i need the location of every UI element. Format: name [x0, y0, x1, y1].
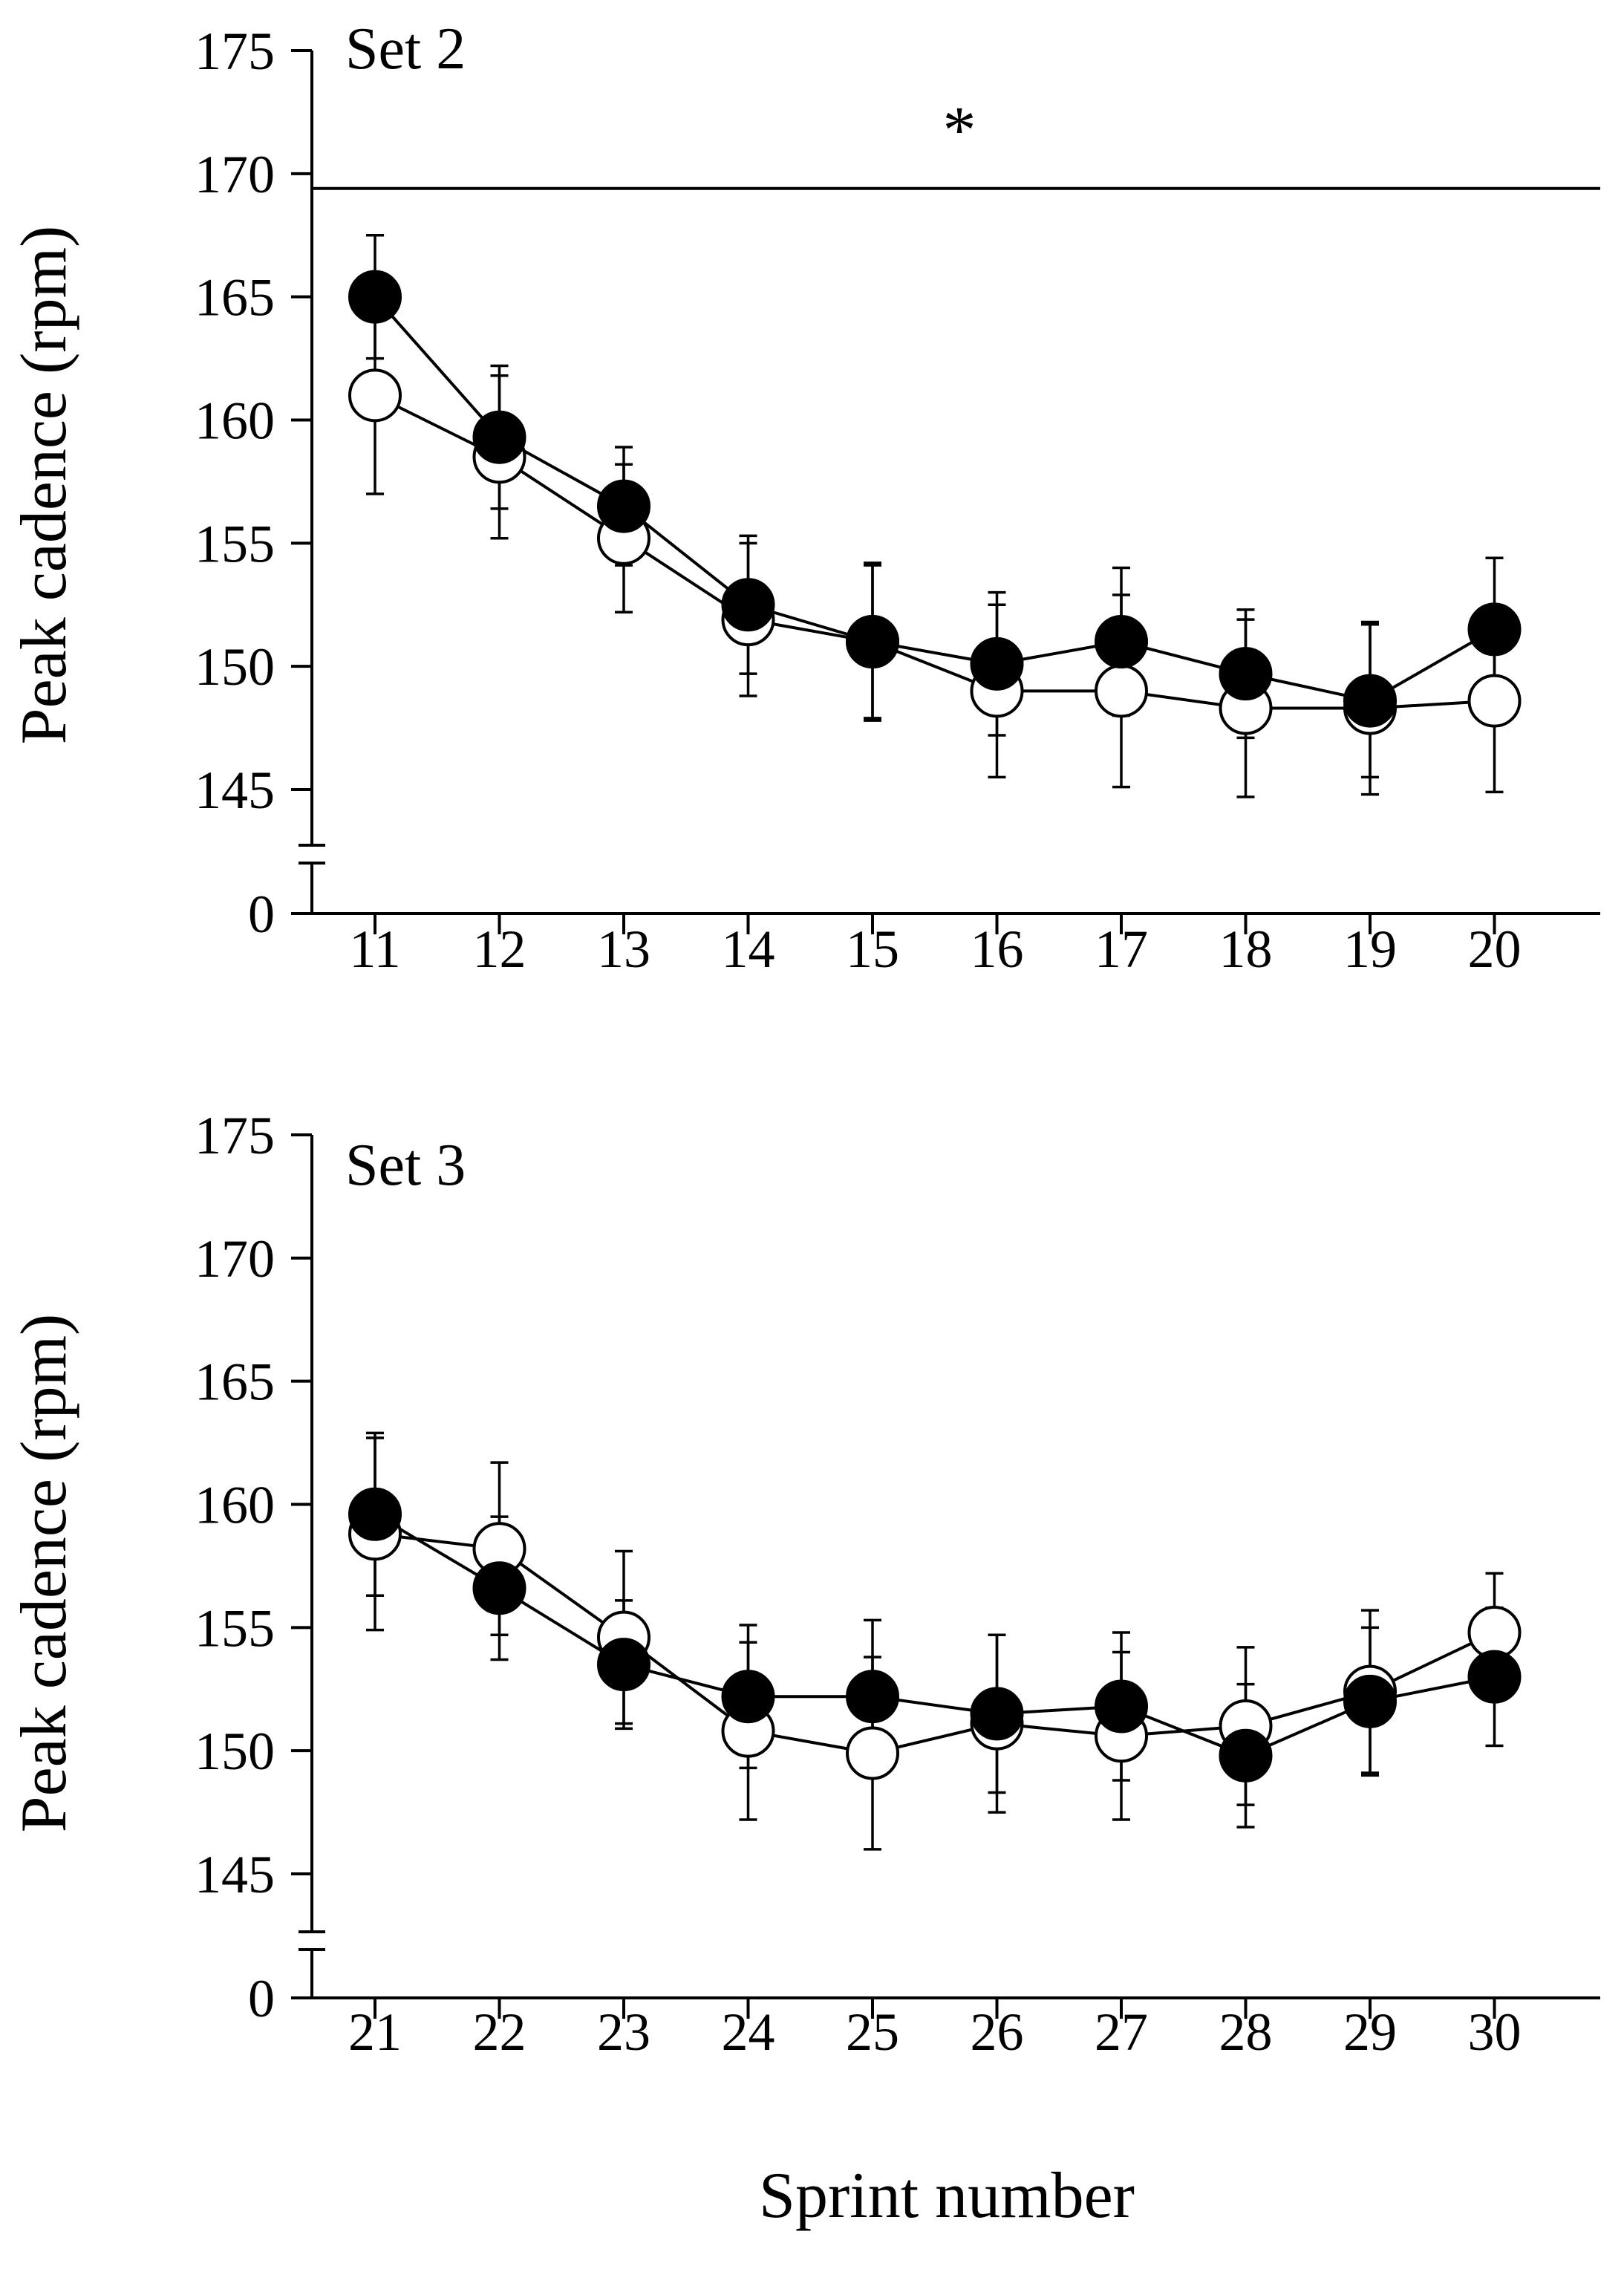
y-tick-label: 145	[195, 1845, 275, 1904]
data-point-filled-circle	[970, 1687, 1024, 1741]
x-tick-label: 19	[1343, 919, 1397, 979]
y-tick-label: 175	[195, 1106, 275, 1165]
x-tick-label: 18	[1219, 919, 1273, 979]
y-tick-label: 145	[195, 761, 275, 820]
data-point-open-circle	[1095, 664, 1148, 718]
x-axis-title: Sprint number	[759, 2160, 1135, 2232]
data-point-filled-circle	[970, 637, 1024, 691]
data-point-filled-circle	[846, 1670, 899, 1724]
data-point-filled-circle	[721, 578, 775, 632]
x-tick-label: 13	[597, 919, 650, 979]
y-tick-label: 170	[195, 145, 275, 204]
chart-panel-set-3: 0 145 150 155 160 165 170 175 21 22 23 24 25 26 27 28 29…	[195, 1106, 1600, 2062]
x-tick-label: 30	[1468, 2002, 1522, 2062]
y-tick-label: 155	[195, 1598, 275, 1658]
panel-label-set-2: Set 2	[345, 16, 466, 82]
y-tick-label: 0	[248, 1969, 275, 2028]
y-tick-label: 0	[248, 885, 275, 944]
data-point-filled-circle	[1219, 1728, 1273, 1783]
y-tick-label: 155	[195, 514, 275, 573]
panel-label-set-3: Set 3	[345, 1133, 466, 1198]
data-point-filled-circle	[1467, 1650, 1522, 1704]
data-point-open-circle	[348, 368, 402, 423]
x-tick-label: 26	[971, 2002, 1024, 2062]
data-point-open-circle	[846, 1726, 899, 1780]
data-point-filled-circle	[472, 1561, 526, 1615]
x-tick-label: 15	[846, 919, 899, 979]
y-tick-label: 175	[195, 22, 275, 81]
y-tick-label: 150	[195, 637, 275, 697]
data-point-filled-circle	[348, 270, 402, 324]
data-point-filled-circle	[348, 1487, 402, 1541]
y-axis-title-set-2: Peak cadence (rpm)	[8, 226, 80, 745]
y-tick-label: 160	[195, 391, 275, 451]
x-tick-label: 12	[473, 919, 526, 979]
data-point-filled-circle	[1343, 1674, 1397, 1728]
x-tick-label: 23	[597, 2002, 650, 2062]
x-tick-label: 17	[1095, 919, 1148, 979]
chart-panel-set-2: 0 145 150 155 160 165 170 175 11 12 13 14 15 16 17 18 19…	[195, 16, 1600, 979]
x-tick-label: 24	[722, 2002, 775, 2062]
x-tick-label: 29	[1343, 2002, 1397, 2062]
x-tick-label: 22	[473, 2002, 526, 2062]
y-tick-label: 160	[195, 1476, 275, 1535]
x-tick-label: 25	[846, 2002, 899, 2062]
x-tick-label: 20	[1468, 919, 1522, 979]
significance-asterisk: *	[943, 94, 976, 167]
data-point-filled-circle	[597, 479, 650, 533]
y-tick-label: 170	[195, 1229, 275, 1289]
data-point-filled-circle	[597, 1638, 650, 1692]
data-point-filled-circle	[1467, 602, 1522, 657]
x-tick-label: 21	[348, 2002, 402, 2062]
data-point-filled-circle	[1095, 615, 1148, 668]
y-tick-label: 150	[195, 1722, 275, 1781]
series-line-filled-circle	[374, 1513, 1495, 1757]
series-line-filled-circle	[374, 296, 1496, 703]
series-line-open-circle	[374, 394, 1495, 710]
x-tick-label: 16	[971, 919, 1024, 979]
data-point-filled-circle	[472, 410, 526, 464]
y-tick-label: 165	[195, 268, 275, 328]
x-tick-label: 11	[349, 919, 400, 979]
series-line-open-circle	[374, 1532, 1496, 1755]
data-point-filled-circle	[1095, 1679, 1148, 1734]
data-point-filled-circle	[1219, 647, 1273, 701]
y-tick-label: 165	[195, 1352, 275, 1412]
data-point-filled-circle	[1343, 674, 1397, 728]
x-tick-label: 28	[1219, 2002, 1273, 2062]
x-tick-label: 27	[1095, 2002, 1148, 2062]
chart-panels: 0 145 150 155 160 165 170 175 11 12 13 14 15 16 17 18 19…	[195, 16, 1600, 2062]
data-point-filled-circle	[846, 615, 899, 668]
y-axis-title-set-3: Peak cadence (rpm)	[8, 1314, 80, 1833]
data-point-filled-circle	[721, 1670, 775, 1724]
data-point-open-circle	[1467, 674, 1522, 728]
x-tick-label: 14	[722, 919, 775, 979]
